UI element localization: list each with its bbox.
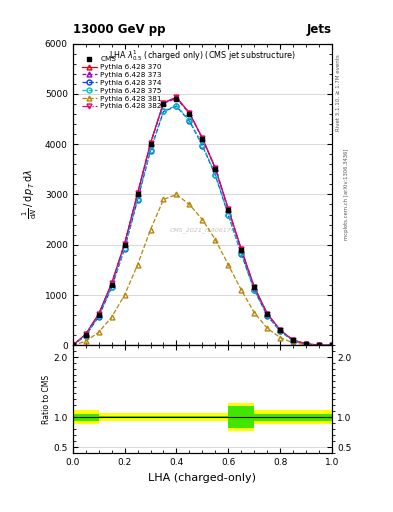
Text: Jets: Jets: [307, 23, 332, 36]
X-axis label: LHA (charged-only): LHA (charged-only): [149, 473, 256, 482]
Text: CMS_2021_I1906174: CMS_2021_I1906174: [169, 228, 235, 233]
Text: 13000 GeV pp: 13000 GeV pp: [73, 23, 165, 36]
Text: LHA $\lambda^{1}_{0.5}$ (charged only) (CMS jet substructure): LHA $\lambda^{1}_{0.5}$ (charged only) (…: [109, 48, 296, 63]
Text: Rivet 3.1.10, ≥ 1.7M events: Rivet 3.1.10, ≥ 1.7M events: [336, 54, 341, 131]
Text: mcplots.cern.ch [arXiv:1306.3436]: mcplots.cern.ch [arXiv:1306.3436]: [344, 149, 349, 240]
Legend: CMS, Pythia 6.428 370, Pythia 6.428 373, Pythia 6.428 374, Pythia 6.428 375, Pyt: CMS, Pythia 6.428 370, Pythia 6.428 373,…: [81, 56, 162, 110]
Y-axis label: $\frac{1}{\mathrm{d}N}\,/\,\mathrm{d}\,p_T\,\mathrm{d}\lambda$: $\frac{1}{\mathrm{d}N}\,/\,\mathrm{d}\,p…: [21, 169, 39, 220]
Y-axis label: Ratio to CMS: Ratio to CMS: [42, 375, 51, 424]
